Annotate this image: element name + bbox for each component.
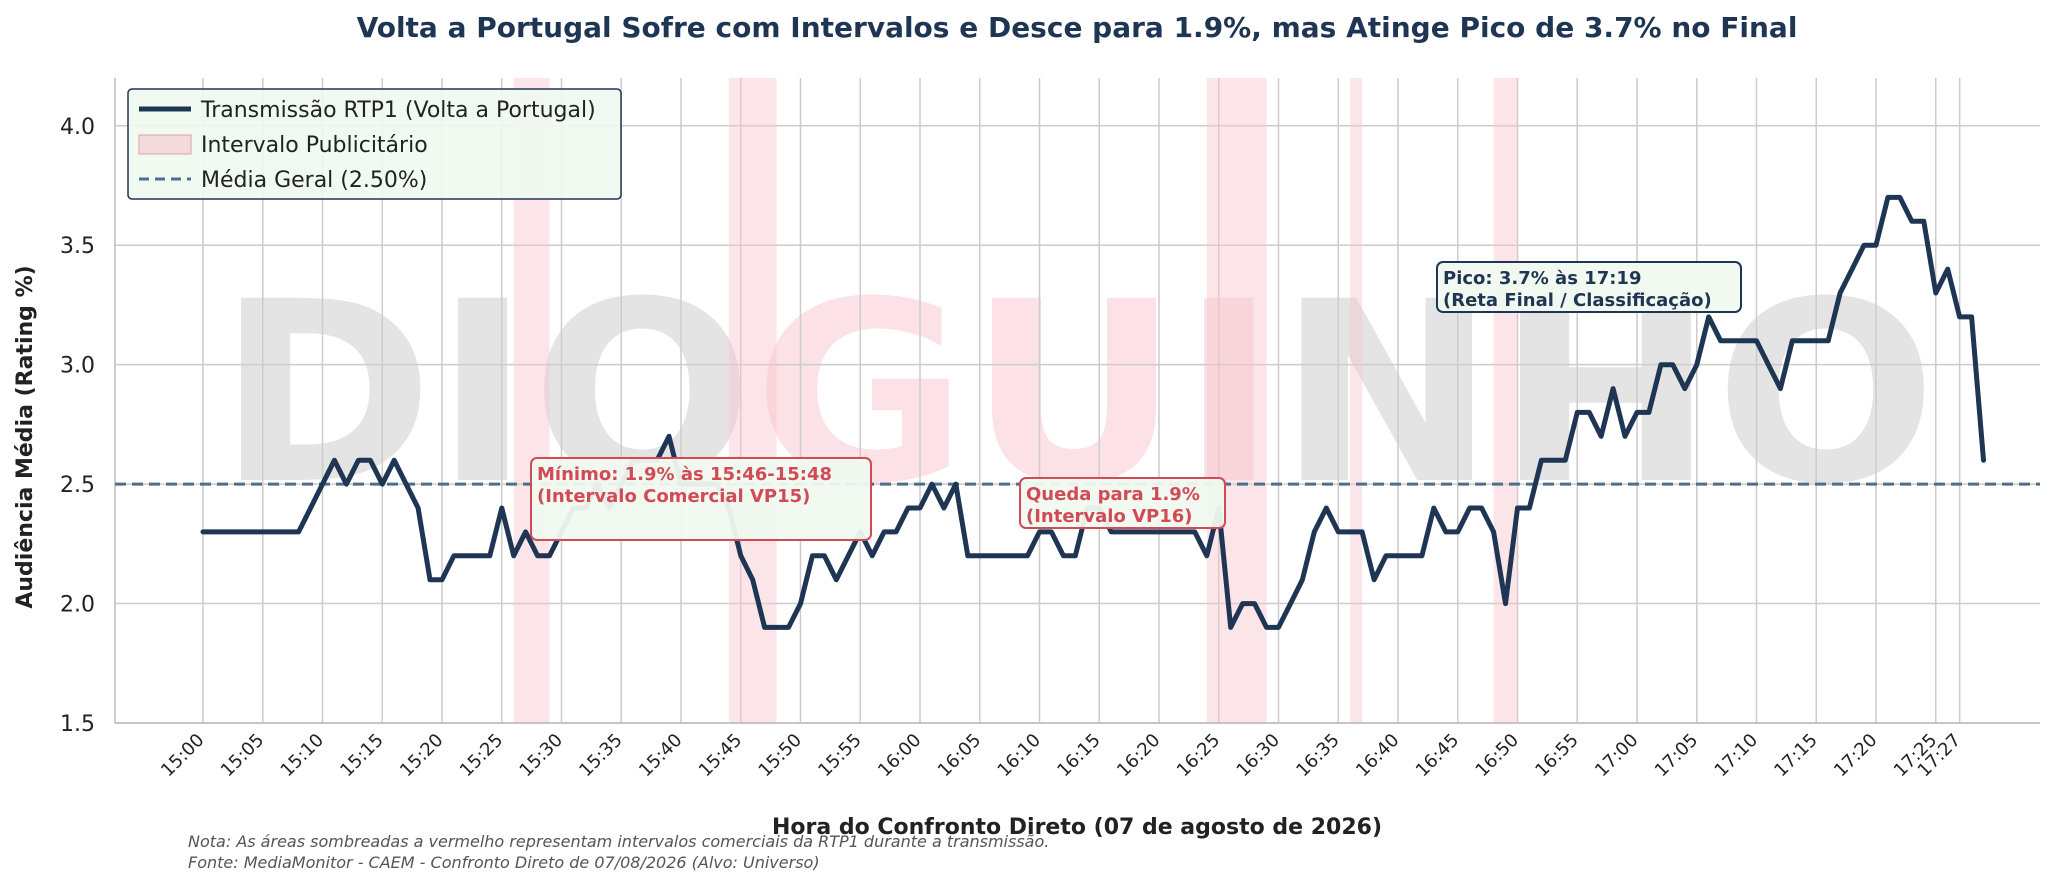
annotation-box	[1436, 261, 1742, 313]
note-text: Nota: As áreas sombreadas a vermelho rep…	[188, 832, 1049, 851]
break-band	[1206, 78, 1267, 723]
x-tick-label: 15:20	[396, 730, 448, 782]
x-tick-label: 16:45	[1412, 730, 1464, 782]
x-tick-label: 15:50	[755, 730, 807, 782]
annotation-text: Pico: 3.7% às 17:19	[1443, 268, 1641, 289]
x-tick-label: 17:05	[1651, 730, 1703, 782]
watermark-letter: I	[434, 248, 531, 539]
y-tick-label: 4.0	[60, 115, 95, 140]
legend-label: Transmissão RTP1 (Volta a Portugal)	[200, 98, 596, 123]
x-tick-label: 15:00	[157, 730, 209, 782]
break-band	[1350, 78, 1363, 723]
x-tick-label: 16:30	[1233, 730, 1285, 782]
source-text: Fonte: MediaMonitor - CAEM - Confronto D…	[188, 853, 820, 872]
annotations: Mínimo: 1.9% às 15:46-15:48(Intervalo Co…	[530, 261, 1742, 541]
x-tick-label: 16:15	[1053, 730, 1105, 782]
chart-title: Volta a Portugal Sofre com Intervalos e …	[357, 11, 1798, 44]
x-tick-label: 16:35	[1292, 730, 1344, 782]
annotation: Pico: 3.7% às 17:19(Reta Final / Classif…	[1436, 261, 1742, 313]
x-tick-label: 15:30	[516, 730, 568, 782]
x-tick-label: 15:25	[456, 730, 508, 782]
x-tick-label: 17:10	[1711, 730, 1763, 782]
x-tick-label: 15:05	[217, 730, 269, 782]
x-tick-label: 16:25	[1173, 730, 1225, 782]
x-tick-label: 17:20	[1830, 730, 1882, 782]
x-tick-label: 16:55	[1531, 730, 1583, 782]
x-tick-label: 15:45	[695, 730, 747, 782]
annotation-box	[530, 457, 872, 541]
x-tick-labels: 15:00 15:05 15:10 15:15 15:20 15:25 15:30 15:35…	[157, 730, 1965, 782]
x-tick-label: 17:15	[1770, 730, 1822, 782]
watermark-letter: O	[1715, 248, 1937, 539]
legend-patch-swatch	[138, 134, 192, 155]
watermark-letter: D	[217, 248, 434, 539]
annotation-box	[1019, 477, 1226, 529]
y-tick-label: 2.5	[60, 473, 95, 498]
annotation-text: (Intervalo VP16)	[1026, 506, 1193, 527]
grid-lines	[115, 78, 2040, 724]
annotation: Mínimo: 1.9% às 15:46-15:48(Intervalo Co…	[530, 457, 872, 541]
y-tick-label: 3.0	[60, 354, 95, 379]
y-tick-label: 2.0	[60, 593, 95, 618]
x-tick-label: 15:40	[635, 730, 687, 782]
annotation: Queda para 1.9%(Intervalo VP16)	[1019, 477, 1226, 529]
legend: Transmissão RTP1 (Volta a Portugal) Inter…	[127, 88, 622, 200]
annotation-text: Mínimo: 1.9% às 15:46-15:48	[537, 464, 832, 485]
x-tick-label: 15:10	[277, 730, 329, 782]
x-tick-label: 16:20	[1113, 730, 1165, 782]
axes	[114, 78, 2040, 724]
y-tick-label: 3.5	[60, 234, 95, 259]
legend-label: Intervalo Publicitário	[201, 133, 428, 158]
legend-label: Média Geral (2.50%)	[201, 168, 427, 193]
annotation-text: (Reta Final / Classificação)	[1443, 290, 1712, 311]
x-tick-label: 15:35	[575, 730, 627, 782]
annotation-text: (Intervalo Comercial VP15)	[537, 486, 810, 507]
x-tick-label: 16:05	[934, 730, 986, 782]
x-tick-label: 15:15	[336, 730, 388, 782]
annotation-text: Queda para 1.9%	[1026, 484, 1200, 505]
x-axis-label: Hora do Confronto Direto (07 de agosto d…	[772, 815, 1382, 840]
x-tick-label: 16:10	[994, 730, 1046, 782]
x-tick-label: 17:00	[1591, 730, 1643, 782]
x-tick-label: 15:55	[814, 730, 866, 782]
y-tick-labels: 1.5 2.0 2.5 3.0 3.5 4.0	[60, 115, 95, 737]
x-tick-label: 16:50	[1472, 730, 1524, 782]
x-tick-label: 16:40	[1352, 730, 1404, 782]
y-tick-label: 1.5	[60, 712, 95, 737]
x-tick-label: 16:00	[874, 730, 926, 782]
legend-box	[127, 88, 622, 200]
break-band	[1493, 78, 1518, 723]
break-band	[728, 78, 777, 723]
y-axis-label: Audiência Média (Rating %)	[13, 265, 38, 608]
